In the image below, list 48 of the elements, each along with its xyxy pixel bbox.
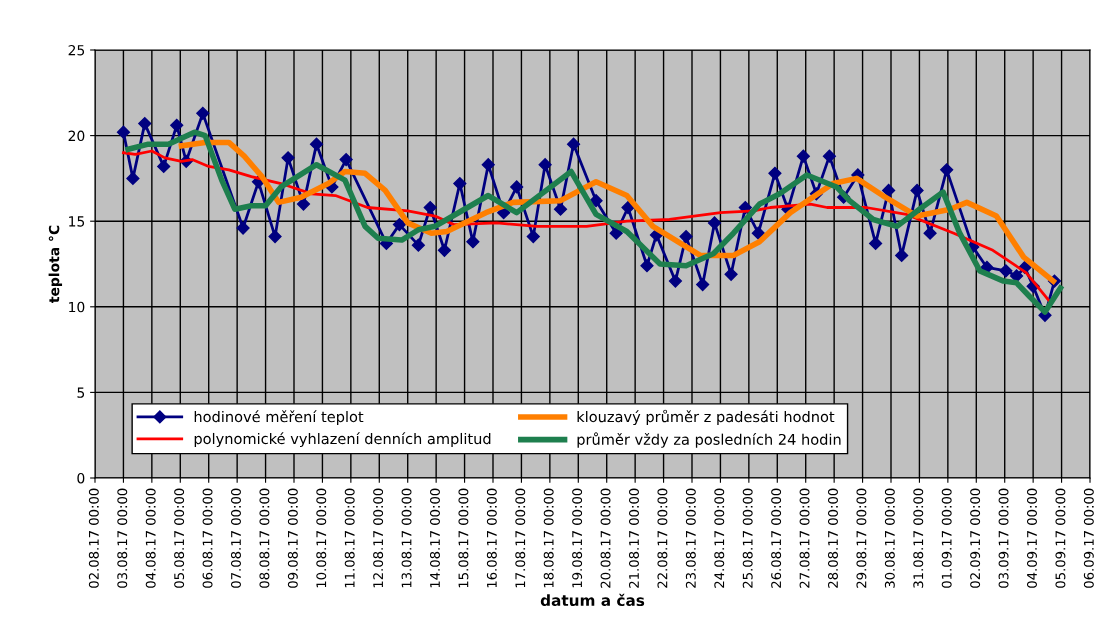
x-tick-label: 03.09.17 00:00 <box>998 488 1009 588</box>
y-tick-label: 0 <box>77 472 85 484</box>
x-tick-label: 25.08.17 00:00 <box>742 488 753 588</box>
x-tick-label: 06.08.17 00:00 <box>202 488 213 588</box>
x-tick-label: 12.08.17 00:00 <box>373 488 384 588</box>
x-tick-label: 20.08.17 00:00 <box>600 488 611 588</box>
x-tick-label: 27.08.17 00:00 <box>799 488 810 588</box>
y-tick-label: 10 <box>69 301 85 313</box>
x-tick-label: 15.08.17 00:00 <box>458 488 469 588</box>
legend-label: klouzavý průměr z padesáti hodnot <box>577 409 835 426</box>
x-tick-label: 14.08.17 00:00 <box>429 488 440 588</box>
x-tick-label: 05.09.17 00:00 <box>1055 488 1066 588</box>
x-tick-label: 17.08.17 00:00 <box>515 488 526 588</box>
x-tick-label: 10.08.17 00:00 <box>316 488 327 588</box>
x-tick-label: 30.08.17 00:00 <box>884 488 895 588</box>
x-tick-label: 29.08.17 00:00 <box>856 488 867 588</box>
x-tick-label: 01.09.17 00:00 <box>941 488 952 588</box>
y-tick-label: 25 <box>68 44 85 56</box>
x-tick-label: 28.08.17 00:00 <box>827 488 838 588</box>
legend-label: průměr vždy za posledních 24 hodin <box>577 432 841 448</box>
x-tick-label: 24.08.17 00:00 <box>714 488 725 588</box>
x-tick-label: 16.08.17 00:00 <box>486 488 497 588</box>
x-tick-label: 18.08.17 00:00 <box>543 488 554 588</box>
x-tick-label: 02.09.17 00:00 <box>970 488 981 588</box>
y-tick-label: 20 <box>68 130 85 142</box>
x-tick-label: 05.08.17 00:00 <box>174 488 185 588</box>
x-tick-label: 11.08.17 00:00 <box>344 488 355 588</box>
x-tick-label: 07.08.17 00:00 <box>230 488 241 588</box>
legend-label: hodinové měření teplot <box>194 410 364 426</box>
y-axis-title: teplota °C <box>48 225 63 303</box>
x-tick-label: 23.08.17 00:00 <box>685 488 696 588</box>
x-tick-label: 03.08.17 00:00 <box>117 488 128 588</box>
x-tick-label: 04.08.17 00:00 <box>145 488 156 588</box>
x-tick-label: 04.09.17 00:00 <box>1026 488 1037 588</box>
legend-label: polynomické vyhlazení denních amplitud <box>194 432 491 448</box>
x-axis-title: datum a čas <box>540 593 645 607</box>
x-tick-label: 13.08.17 00:00 <box>401 488 412 588</box>
x-tick-label: 06.09.17 00:00 <box>1083 488 1094 588</box>
y-tick-label: 5 <box>77 387 85 398</box>
x-tick-label: 31.08.17 00:00 <box>913 488 924 588</box>
y-tick-label: 15 <box>69 216 85 227</box>
x-tick-label: 19.08.17 00:00 <box>572 488 583 588</box>
x-tick-label: 21.08.17 00:00 <box>628 488 639 588</box>
x-tick-label: 22.08.17 00:00 <box>657 488 668 588</box>
x-tick-label: 02.08.17 00:00 <box>88 488 99 588</box>
x-tick-label: 08.08.17 00:00 <box>259 488 270 588</box>
x-tick-label: 09.08.17 00:00 <box>287 488 298 588</box>
x-tick-label: 26.08.17 00:00 <box>771 488 782 588</box>
